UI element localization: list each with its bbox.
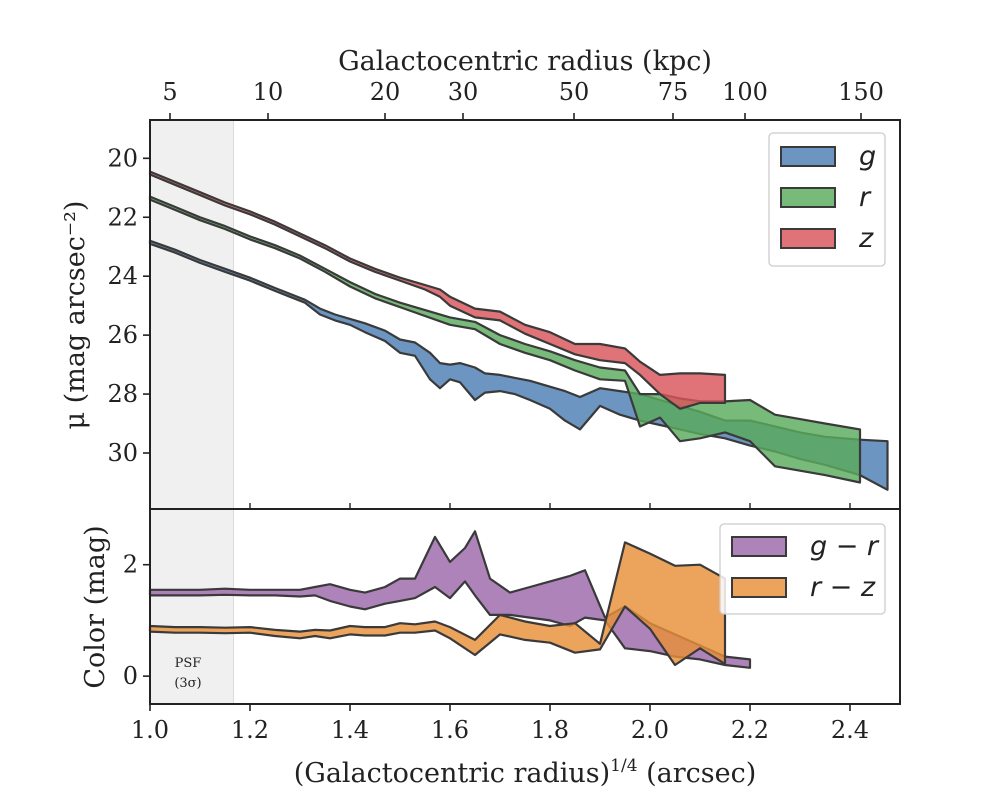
bottom-xtick-label: 2.2 [731,716,769,744]
top-legend-swatch [780,146,836,167]
psf-band-bottom [150,509,234,704]
bottom-xtick-label: 2.4 [831,716,869,744]
top-ytick-label: 30 [107,439,138,467]
bottom-xtick-label: 1.8 [531,716,569,744]
kpc-axis-title: Galactocentric radius (kpc) [338,46,712,77]
bottom-xtick-label: 2.0 [631,716,669,744]
color-axis-title: Color (mag) [80,525,111,688]
surface-brightness-series [148,170,889,491]
top-ytick-label: 20 [107,144,138,172]
top-legend-label: r [859,182,872,213]
bottom-x-ticks: 1.0 1.2 1.4 1.6 1.8 2.0 2.2 2.4 [131,704,869,744]
top-legend-label: z [858,223,874,254]
bottom-ytick-label: 2 [123,551,138,579]
top-legend-label: g [859,141,876,172]
color-panel: 02 1.0 1.2 1.4 1.6 1.8 2.0 2.2 2.4 PSF (3σ) Col… [80,508,901,789]
kpc-tick-label: 50 [559,78,590,106]
kpc-axis-ticks: 5 10 20 30 50 75 100 150 [162,78,884,120]
band-z [148,170,727,410]
bottom-plot-frame [149,508,901,705]
top-legend: grz [768,132,886,267]
bottom-legend: g − r r − z [719,523,886,615]
bottom-legend-swatch [731,577,787,598]
band-rz [148,541,727,667]
bottom-legend-label: g − r [810,531,880,562]
top-legend-swatch [780,187,836,208]
kpc-tick-label: 100 [722,78,768,106]
kpc-tick-label: 5 [162,78,177,106]
band-r [148,195,862,484]
kpc-tick-label: 20 [370,78,401,106]
color-series [148,530,752,669]
mu-axis-title: μ (mag arcsec⁻²) [60,201,91,430]
surface-brightness-panel: 20 22 24 26 28 30 5 10 20 30 50 75 100 150 Galactoce… [60,46,901,510]
bottom-legend-label: r − z [810,572,876,603]
kpc-tick-label: 10 [253,78,284,106]
kpc-tick-label: 150 [838,78,884,106]
top-ytick-label: 26 [107,321,138,349]
top-ytick-label: 22 [107,203,138,231]
bottom-xtick-label: 1.2 [231,716,269,744]
bottom-xtick-label: 1.6 [431,716,469,744]
bottom-xtick-label: 1.4 [331,716,369,744]
top-ytick-label: 24 [107,262,138,290]
top-ytick-label: 28 [107,380,138,408]
psf-band-top [150,120,234,509]
bottom-y-ticks: 02 [123,551,150,690]
radius-quarter-axis-title: (Galactocentric radius)1/4 (arcsec) [294,756,757,789]
psf-sigma-label: (3σ) [174,676,201,691]
top-legend-swatch [780,228,836,249]
kpc-tick-label: 30 [448,78,479,106]
top-y-ticks: 20 22 24 26 28 30 [107,144,150,467]
bottom-xtick-label: 1.0 [131,716,169,744]
kpc-tick-label: 75 [658,78,689,106]
psf-label: PSF [175,656,202,671]
bottom-legend-swatch [731,536,787,557]
bottom-ytick-label: 0 [123,662,138,690]
